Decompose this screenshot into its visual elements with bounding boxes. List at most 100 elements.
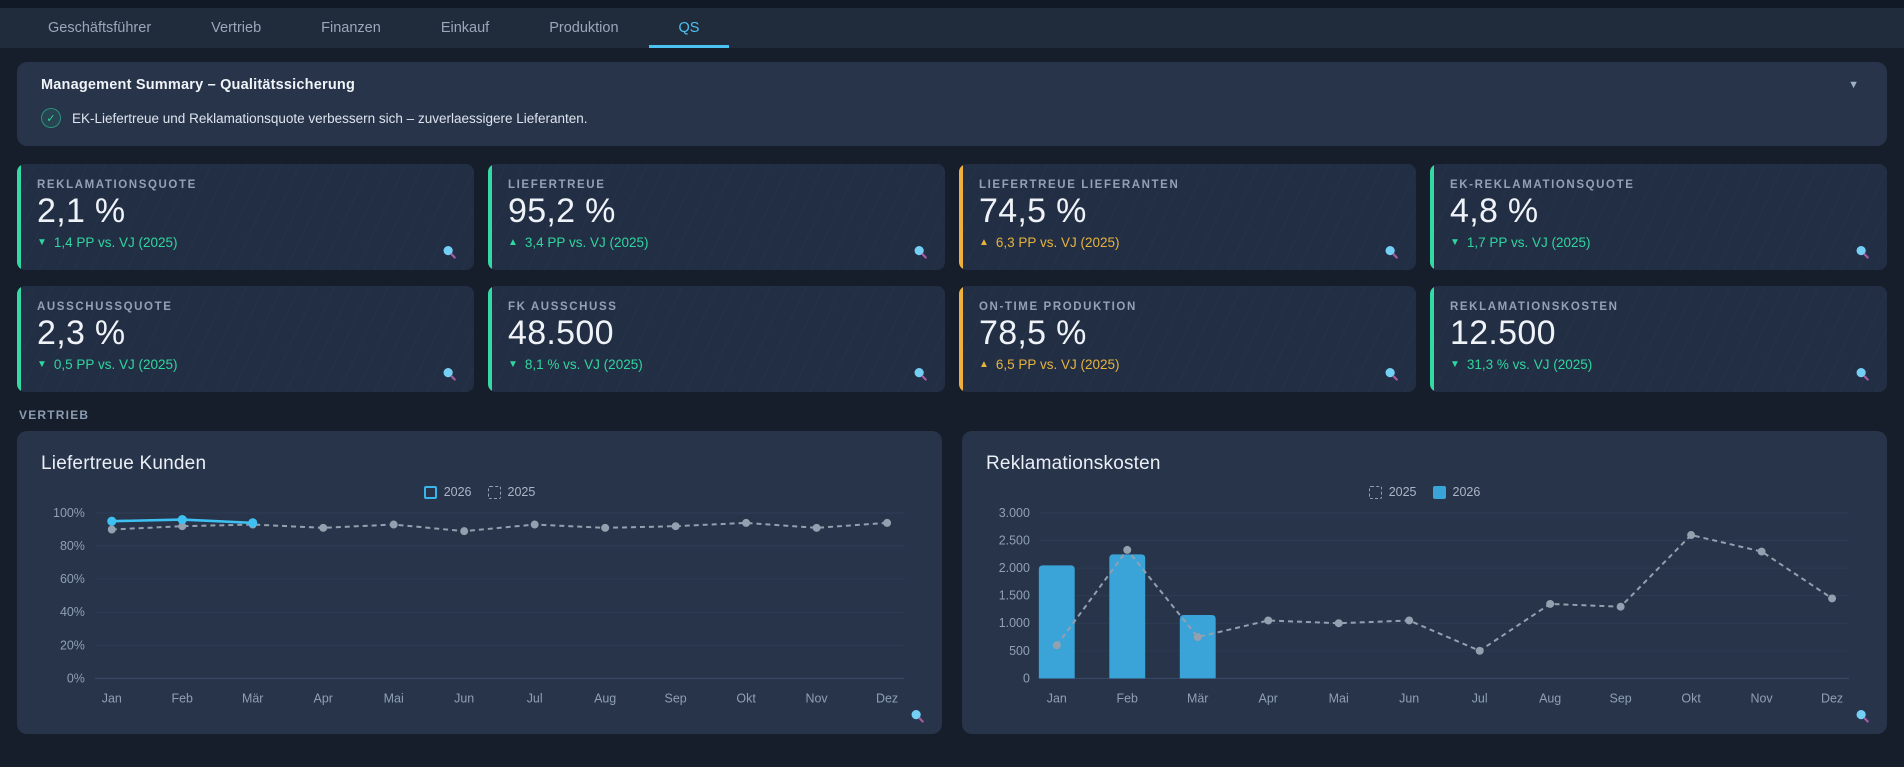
kpi-delta: ▼ 8,1 % vs. VJ (2025) [508,357,927,372]
delta-text: 1,4 PP vs. VJ (2025) [53,235,178,250]
kpi-title: AUSSCHUSSQUOTE [37,301,173,313]
svg-text:40%: 40% [60,605,85,619]
magnifier-icon[interactable] [1383,366,1400,383]
kpi-title: ON-TIME PRODUKTION [979,301,1137,313]
summary-title: Management Summary – Qualitätssicherung [41,77,355,93]
svg-text:Jul: Jul [527,691,543,705]
svg-text:Sep: Sep [1610,691,1632,705]
magnifier-icon[interactable] [1383,244,1400,261]
delta-text: 6,5 PP vs. VJ (2025) [995,357,1120,372]
svg-text:Feb: Feb [1117,691,1139,705]
legend-item-2026[interactable]: 2026 [423,485,472,499]
delta-arrow-icon: ▲ [508,237,518,248]
kpi-delta: ▲ 6,5 PP vs. VJ (2025) [979,357,1398,372]
kpi-card: LIEFERTREUE LIEFERANTEN 74,5 % ▲ 6,3 PP … [959,164,1416,270]
delta-arrow-icon: ▲ [979,237,989,248]
kpi-title: LIEFERTREUE [508,179,606,191]
kpi-value: 95,2 % [508,192,616,230]
legend-swatch-icon [1368,485,1382,499]
chart-title: Reklamationskosten [986,453,1161,474]
tab-produktion[interactable]: Produktion [549,20,619,36]
kpi-card: REKLAMATIONSKOSTEN 12.500 ▼ 31,3 % vs. V… [1430,286,1887,392]
kpi-delta: ▼ 0,5 PP vs. VJ (2025) [37,357,456,372]
kpi-delta: ▲ 3,4 PP vs. VJ (2025) [508,235,927,250]
kpi-title: REKLAMATIONSKOSTEN [1450,301,1619,313]
magnifier-icon[interactable] [912,366,929,383]
tab-geschäftsführer[interactable]: Geschäftsführer [48,20,152,36]
tab-einkauf[interactable]: Einkauf [440,20,490,36]
summary-bullet: ✓ EK-Liefertreue und Reklamationsquote v… [41,108,1863,128]
delta-arrow-icon: ▼ [37,359,47,370]
tab-finanzen[interactable]: Finanzen [321,20,381,36]
kpi-value: 74,5 % [979,192,1087,230]
chart-card-liefertreue-kunden: Liefertreue Kunden 2026 2025 0% 20% 40% 60% 8… [17,431,942,734]
svg-text:Apr: Apr [1259,691,1278,705]
legend-item-2025[interactable]: 2025 [1368,485,1417,499]
legend-swatch-icon [423,485,437,499]
tab-vertrieb[interactable]: Vertrieb [211,20,262,36]
collapse-chevron-icon[interactable]: ▼ [1848,79,1859,91]
legend-label: 2025 [507,485,536,499]
chart-title: Liefertreue Kunden [41,453,207,474]
kpi-card: EK-REKLAMATIONSQUOTE 4,8 % ▼ 1,7 PP vs. … [1430,164,1887,270]
kpi-card: LIEFERTREUE 95,2 % ▲ 3,4 PP vs. VJ (2025… [488,164,945,270]
svg-text:0%: 0% [67,671,85,685]
legend-swatch-icon [487,485,501,499]
svg-text:Jan: Jan [1047,691,1067,705]
delta-arrow-icon: ▼ [1450,237,1460,248]
magnifier-icon[interactable] [1854,708,1871,725]
legend-item-2025[interactable]: 2025 [487,485,536,499]
kpi-value: 78,5 % [979,314,1087,352]
svg-text:Dez: Dez [1821,691,1843,705]
kpi-card: AUSSCHUSSQUOTE 2,3 % ▼ 0,5 PP vs. VJ (20… [17,286,474,392]
magnifier-icon[interactable] [1854,244,1871,261]
magnifier-icon[interactable] [909,708,926,725]
legend-label: 2026 [443,485,472,499]
kpi-value: 48.500 [508,314,614,352]
legend-label: 2026 [1452,485,1481,499]
svg-text:60%: 60% [60,572,85,586]
liefertreue-kunden-plot: 0% 20% 40% 60% 80% 100% Jan Feb Mär Apr Mai Jun Jul A… [53,506,905,705]
top-strip [0,0,1904,8]
tab-qs[interactable]: QS [648,8,730,48]
magnifier-icon[interactable] [441,244,458,261]
kpi-value: 2,1 % [37,192,126,230]
delta-arrow-icon: ▼ [508,359,518,370]
magnifier-icon[interactable] [441,366,458,383]
svg-text:1.500: 1.500 [999,589,1030,603]
magnifier-icon[interactable] [912,244,929,261]
svg-text:Nov: Nov [806,691,829,705]
kpi-card: ON-TIME PRODUKTION 78,5 % ▲ 6,5 PP vs. V… [959,286,1416,392]
kpi-delta: ▼ 1,7 PP vs. VJ (2025) [1450,235,1869,250]
svg-text:0: 0 [1023,671,1030,685]
kpi-value: 12.500 [1450,314,1556,352]
kpi-title: REKLAMATIONSQUOTE [37,179,197,191]
kpi-card: REKLAMATIONSQUOTE 2,1 % ▼ 1,4 PP vs. VJ … [17,164,474,270]
svg-text:Aug: Aug [1539,691,1561,705]
svg-text:Okt: Okt [736,691,756,705]
delta-text: 1,7 PP vs. VJ (2025) [1466,235,1591,250]
kpi-title: LIEFERTREUE LIEFERANTEN [979,179,1180,191]
magnifier-icon[interactable] [1854,366,1871,383]
delta-text: 3,4 PP vs. VJ (2025) [524,235,649,250]
svg-text:20%: 20% [60,638,85,652]
delta-text: 8,1 % vs. VJ (2025) [524,357,643,372]
svg-text:Apr: Apr [314,691,333,705]
kpi-title: EK-REKLAMATIONSQUOTE [1450,179,1635,191]
svg-text:Mär: Mär [1187,691,1208,705]
svg-text:Jun: Jun [454,691,474,705]
svg-text:100%: 100% [53,506,85,520]
svg-text:Aug: Aug [594,691,616,705]
chart-legend: 2025 2026 [986,485,1863,499]
legend-item-2026[interactable]: 2026 [1432,485,1481,499]
svg-text:2.000: 2.000 [999,561,1030,575]
section-label: VERTRIEB [19,408,90,422]
delta-arrow-icon: ▼ [37,237,47,248]
svg-text:Okt: Okt [1681,691,1701,705]
kpi-value: 2,3 % [37,314,126,352]
svg-text:80%: 80% [60,539,85,553]
summary-bullet-text: EK-Liefertreue und Reklamationsquote ver… [72,110,588,126]
kpi-delta: ▼ 31,3 % vs. VJ (2025) [1450,357,1869,372]
tab-bar: Geschäftsführer Vertrieb Finanzen Einkauf Pr… [0,8,1904,48]
charts-row: Liefertreue Kunden 2026 2025 0% 20% 40% 60% 8… [17,431,1887,734]
